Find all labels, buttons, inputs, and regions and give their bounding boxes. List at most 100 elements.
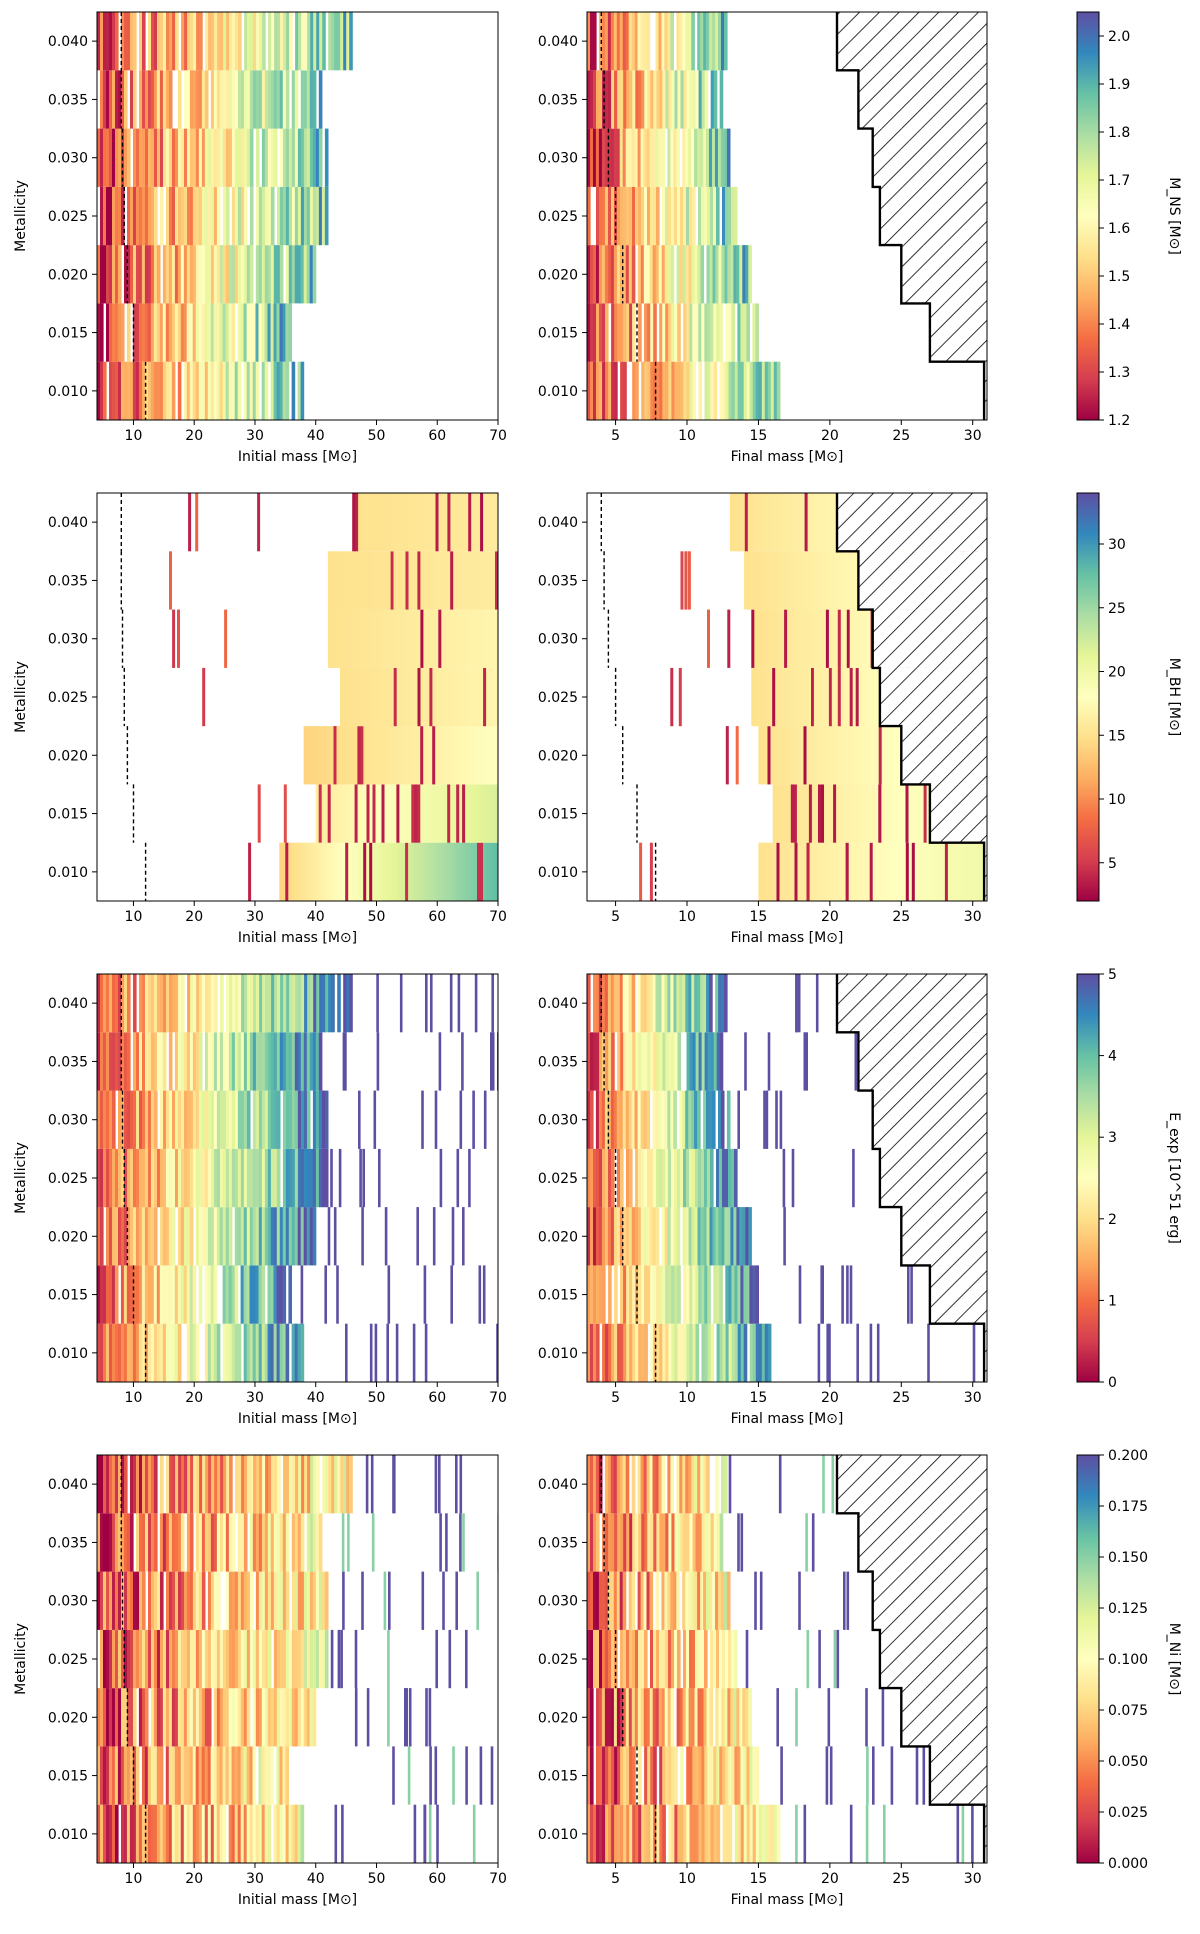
cell bbox=[276, 1804, 281, 1863]
cell bbox=[211, 12, 215, 71]
cell bbox=[156, 1804, 161, 1863]
bh-cell bbox=[815, 726, 820, 785]
cell bbox=[252, 1148, 257, 1208]
cell bbox=[234, 1207, 239, 1266]
bh-cell bbox=[815, 842, 820, 901]
bh-cell bbox=[405, 842, 409, 901]
cell bbox=[679, 12, 683, 71]
cell bbox=[658, 12, 663, 71]
cell bbox=[190, 1090, 194, 1149]
cell bbox=[701, 303, 705, 362]
bh-cell bbox=[462, 667, 466, 727]
cell bbox=[726, 1090, 731, 1149]
cell bbox=[337, 1629, 341, 1689]
cell bbox=[294, 1148, 299, 1208]
bh-cell bbox=[363, 667, 368, 727]
cell bbox=[646, 1090, 651, 1149]
cell bbox=[156, 1265, 161, 1324]
cell bbox=[189, 1207, 194, 1266]
bh-cell bbox=[802, 609, 806, 668]
cell bbox=[184, 1571, 188, 1630]
cell bbox=[740, 303, 744, 362]
cell bbox=[202, 1455, 206, 1514]
cell bbox=[647, 361, 651, 420]
cell bbox=[228, 1265, 233, 1324]
cell bbox=[613, 1455, 618, 1514]
cell bbox=[587, 12, 591, 71]
y-tick-label: 0.040 bbox=[48, 34, 88, 50]
bh-cell bbox=[863, 726, 868, 785]
hatch-boundary bbox=[835, 493, 986, 901]
cell bbox=[303, 1032, 308, 1091]
cell bbox=[300, 1804, 305, 1863]
cell bbox=[623, 1746, 627, 1805]
bh-cell bbox=[768, 551, 772, 610]
cell bbox=[658, 128, 662, 187]
cell bbox=[166, 974, 170, 1033]
cell bbox=[291, 1090, 296, 1149]
cell bbox=[324, 128, 329, 187]
cell bbox=[175, 974, 179, 1033]
cell bbox=[725, 1746, 729, 1805]
cell bbox=[178, 1629, 182, 1689]
cell bbox=[593, 128, 597, 187]
cell bbox=[640, 1090, 645, 1149]
bh-cell bbox=[801, 551, 805, 610]
cell bbox=[127, 245, 131, 304]
cell bbox=[213, 128, 218, 187]
cell bbox=[623, 303, 627, 362]
cell bbox=[198, 303, 203, 362]
cell bbox=[650, 1265, 654, 1324]
cell bbox=[698, 70, 703, 129]
cell bbox=[668, 70, 672, 129]
cell bbox=[109, 1688, 113, 1747]
bh-cell bbox=[411, 551, 415, 610]
bh-cell bbox=[435, 667, 439, 727]
cell bbox=[619, 1090, 624, 1149]
cell bbox=[623, 1032, 627, 1091]
cell bbox=[676, 974, 680, 1033]
bh-cell bbox=[360, 784, 365, 843]
cell bbox=[421, 1571, 425, 1630]
bh-cell bbox=[489, 784, 493, 843]
cell bbox=[145, 974, 149, 1033]
cell bbox=[707, 1513, 712, 1572]
cell bbox=[595, 974, 600, 1033]
bh-cell bbox=[399, 551, 404, 610]
bh-cell bbox=[456, 551, 460, 610]
cell bbox=[169, 186, 173, 246]
cell bbox=[291, 1032, 296, 1091]
cell bbox=[103, 1265, 107, 1324]
cell bbox=[241, 974, 245, 1033]
cell bbox=[193, 974, 197, 1033]
cell bbox=[728, 1265, 732, 1324]
cell bbox=[667, 245, 672, 304]
bh-cell bbox=[453, 609, 457, 668]
cell bbox=[255, 1148, 260, 1208]
bh-cell bbox=[375, 609, 380, 668]
cell bbox=[665, 1323, 669, 1382]
cell bbox=[325, 1455, 329, 1514]
cell bbox=[307, 1455, 311, 1514]
cell bbox=[132, 303, 137, 362]
cell bbox=[677, 303, 681, 362]
cell bbox=[123, 1323, 128, 1382]
cell bbox=[237, 1629, 242, 1689]
hatched-region bbox=[837, 974, 987, 1033]
cell bbox=[103, 70, 107, 129]
y-tick-label: 0.035 bbox=[48, 92, 88, 108]
cell bbox=[758, 1323, 763, 1382]
cell bbox=[322, 1455, 326, 1514]
cell bbox=[451, 1207, 455, 1266]
cell bbox=[121, 974, 125, 1033]
y-tick-label: 0.035 bbox=[48, 573, 88, 589]
cell bbox=[103, 245, 107, 304]
colorbar-tick-label: 1.3 bbox=[1108, 365, 1130, 381]
bh-cell bbox=[393, 493, 398, 552]
cell bbox=[97, 974, 101, 1033]
cell bbox=[593, 1207, 597, 1266]
bh-cell bbox=[387, 667, 392, 727]
cell bbox=[112, 1629, 116, 1689]
cell bbox=[205, 974, 209, 1033]
